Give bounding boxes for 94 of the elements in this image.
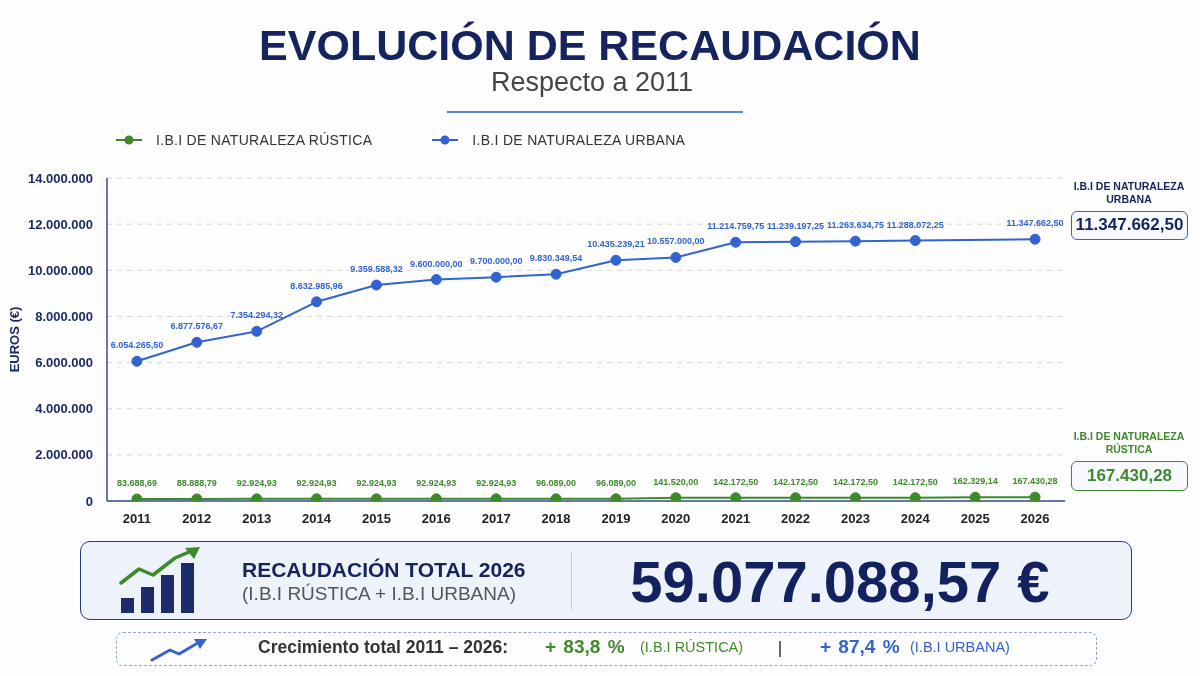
legend-label: I.B.I DE NATURALEZA RÚSTICA bbox=[156, 132, 373, 148]
text: + 87,4 % bbox=[820, 636, 900, 658]
x-tick-label: 2016 bbox=[421, 511, 451, 527]
x-tick-label: 2020 bbox=[661, 511, 691, 527]
data-label: 88.888,79 bbox=[176, 477, 217, 488]
data-label: 92.924,93 bbox=[236, 477, 277, 488]
text: (I.B.I RÚSTICA + I.B.I URBANA) bbox=[242, 583, 516, 605]
text: 59.077.088,57 € bbox=[629, 549, 1051, 614]
text: + 83,8 % bbox=[545, 636, 625, 658]
legend-label: I.B.I DE NATURALEZA URBANA bbox=[472, 132, 686, 148]
x-tick-label: 2011 bbox=[122, 511, 152, 527]
data-label: 9.830.349,54 bbox=[529, 253, 583, 264]
data-label: 11.263.634,75 bbox=[826, 220, 884, 231]
y-tick-label: 6.000.000 bbox=[35, 355, 93, 371]
y-tick-label: 8.000.000 bbox=[35, 309, 93, 325]
point bbox=[849, 235, 861, 247]
data-label: 96.089,00 bbox=[595, 477, 636, 488]
point bbox=[1029, 491, 1041, 501]
data-label: 6.877.576,67 bbox=[170, 321, 224, 332]
data-label: 167.430,28 bbox=[1012, 476, 1058, 487]
x-tick-label: 2018 bbox=[541, 511, 571, 527]
text: 11.347.662,50 bbox=[1071, 211, 1188, 240]
point bbox=[790, 236, 802, 248]
point bbox=[131, 355, 143, 367]
text: (I.B.I URBANA) bbox=[910, 639, 1010, 656]
text: 167.430,28 bbox=[1071, 461, 1188, 491]
data-label: 92.924,93 bbox=[416, 477, 457, 488]
x-tick-label: 2023 bbox=[840, 511, 870, 527]
data-label: 142.172,50 bbox=[713, 476, 759, 487]
x-tick-label: 2013 bbox=[242, 511, 272, 527]
x-tick-label: 2015 bbox=[361, 511, 391, 527]
data-label: 92.924,93 bbox=[356, 477, 397, 488]
x-tick-label: 2024 bbox=[900, 511, 931, 527]
data-label: 162.329,14 bbox=[952, 476, 998, 487]
point bbox=[969, 491, 981, 501]
y-tick-label: 10.000.000 bbox=[27, 262, 93, 278]
point bbox=[251, 325, 263, 337]
data-label: 10.557.000,00 bbox=[647, 236, 705, 247]
data-label: 10.435.239,21 bbox=[587, 239, 645, 250]
chart-subtitle: Respecto a 2011 bbox=[489, 66, 695, 98]
point bbox=[191, 336, 203, 348]
x-tick-label: 2019 bbox=[601, 511, 631, 527]
point bbox=[909, 492, 921, 501]
data-label: 83.688,69 bbox=[116, 478, 157, 489]
data-label: 11.347.662,50 bbox=[1006, 218, 1064, 229]
data-label: 6.054.265,50 bbox=[110, 340, 164, 351]
y-tick-label: 12.000.000 bbox=[27, 216, 93, 232]
y-tick-label: 2.000.000 bbox=[35, 447, 93, 463]
point bbox=[490, 271, 502, 283]
text: I.B.I DE NATURALEZA RÚSTICA bbox=[1072, 430, 1186, 456]
point bbox=[430, 274, 442, 286]
point bbox=[610, 254, 622, 266]
point bbox=[370, 279, 382, 291]
x-tick-label: 2026 bbox=[1020, 511, 1050, 527]
point bbox=[730, 236, 742, 248]
data-label: 142.172,50 bbox=[832, 476, 878, 487]
data-label: 141.520,00 bbox=[653, 476, 699, 487]
data-label: 7.354.294,32 bbox=[230, 310, 283, 321]
data-label: 11.214.759,75 bbox=[707, 221, 765, 232]
text: RECAUDACIÓN TOTAL 2026 bbox=[242, 558, 526, 582]
point bbox=[730, 492, 742, 501]
point bbox=[1029, 233, 1041, 245]
data-label: 8.632.985,96 bbox=[290, 280, 343, 291]
y-axis-title: EUROS (€) bbox=[6, 306, 22, 373]
point bbox=[909, 235, 921, 247]
data-label: 9.359.588,32 bbox=[350, 264, 403, 275]
data-label: 92.924,93 bbox=[476, 477, 517, 488]
point bbox=[790, 492, 802, 501]
x-tick-label: 2025 bbox=[960, 511, 990, 527]
data-label: 11.239.197,25 bbox=[767, 220, 825, 231]
chart-title: EVOLUCIÓN DE RECAUDACIÓN bbox=[258, 21, 922, 69]
data-label: 142.172,50 bbox=[773, 476, 819, 487]
text: I.B.I DE NATURALEZA URBANA bbox=[1072, 180, 1186, 206]
point bbox=[849, 492, 861, 501]
point bbox=[550, 268, 562, 280]
text: (I.B.I RÚSTICA) bbox=[640, 639, 744, 656]
point bbox=[670, 492, 682, 501]
data-label: 9.700.000,00 bbox=[469, 256, 523, 267]
data-label: 96.089,00 bbox=[536, 477, 577, 488]
text: Crecimiento total 2011 – 2026: bbox=[258, 637, 508, 658]
y-tick-label: 0 bbox=[85, 493, 93, 509]
x-tick-label: 2014 bbox=[302, 511, 332, 527]
point bbox=[311, 296, 323, 308]
data-label: 142.172,50 bbox=[892, 476, 938, 487]
x-tick-label: 2012 bbox=[182, 511, 212, 527]
point bbox=[670, 251, 682, 263]
y-tick-label: 4.000.000 bbox=[35, 401, 93, 417]
data-label: 11.288.072,25 bbox=[886, 219, 944, 230]
data-label: 92.924,93 bbox=[296, 477, 337, 488]
x-tick-label: 2022 bbox=[781, 511, 811, 527]
x-tick-label: 2021 bbox=[721, 511, 751, 527]
y-tick-label: 14.000.000 bbox=[27, 170, 93, 186]
data-label: 9.600.000,00 bbox=[410, 258, 463, 269]
x-tick-label: 2017 bbox=[481, 511, 511, 527]
